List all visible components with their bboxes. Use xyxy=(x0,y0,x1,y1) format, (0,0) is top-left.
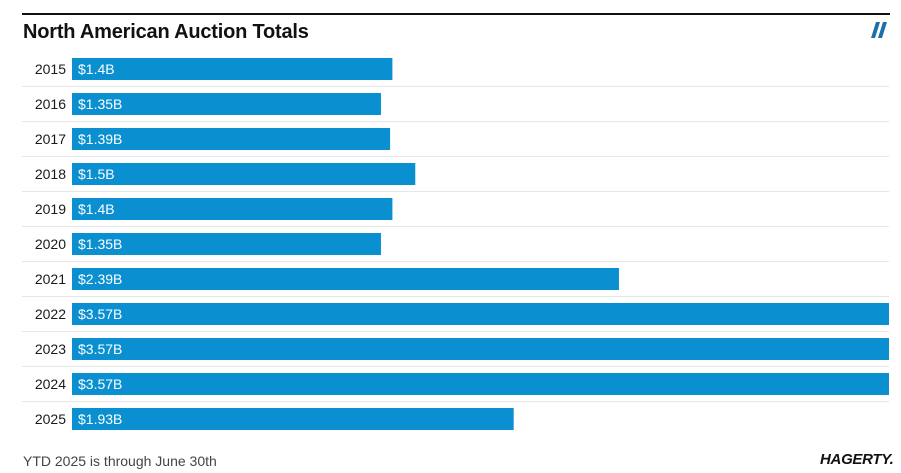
category-label-2016: 2016 xyxy=(35,96,66,112)
category-label-2017: 2017 xyxy=(35,131,66,147)
category-label-2015: 2015 xyxy=(35,61,66,77)
category-label-2019: 2019 xyxy=(35,201,66,217)
category-label-2022: 2022 xyxy=(35,306,66,322)
value-label-2024: $3.57B xyxy=(78,376,122,392)
hagerty-slash-mark-icon xyxy=(871,22,887,38)
bar-2021 xyxy=(72,268,619,290)
footnote: YTD 2025 is through June 30th xyxy=(23,453,217,469)
category-label-2024: 2024 xyxy=(35,376,66,392)
chart-title: North American Auction Totals xyxy=(23,21,309,43)
category-label-2020: 2020 xyxy=(35,236,66,252)
bar-2020 xyxy=(72,233,381,255)
category-label-2023: 2023 xyxy=(35,341,66,357)
value-label-2020: $1.35B xyxy=(78,236,122,252)
value-label-2019: $1.4B xyxy=(78,201,115,217)
top-rule xyxy=(22,13,890,15)
hagerty-logo: HAGERTY. xyxy=(820,451,894,468)
value-label-2021: $2.39B xyxy=(78,271,122,287)
bar-2025 xyxy=(72,408,514,430)
category-label-2025: 2025 xyxy=(35,411,66,427)
bar-2022 xyxy=(72,303,889,325)
category-label-2018: 2018 xyxy=(35,166,66,182)
bar-2015 xyxy=(72,58,393,80)
bar-2024 xyxy=(72,373,889,395)
bar-2023 xyxy=(72,338,889,360)
bar-2016 xyxy=(72,93,381,115)
bar-2018 xyxy=(72,163,416,185)
value-label-2017: $1.39B xyxy=(78,131,122,147)
bar-2017 xyxy=(72,128,391,150)
value-label-2023: $3.57B xyxy=(78,341,122,357)
value-label-2018: $1.5B xyxy=(78,166,115,182)
category-label-2021: 2021 xyxy=(35,271,66,287)
value-label-2025: $1.93B xyxy=(78,411,122,427)
bar-2019 xyxy=(72,198,393,220)
value-label-2015: $1.4B xyxy=(78,61,115,77)
value-label-2022: $3.57B xyxy=(78,306,122,322)
value-label-2016: $1.35B xyxy=(78,96,122,112)
